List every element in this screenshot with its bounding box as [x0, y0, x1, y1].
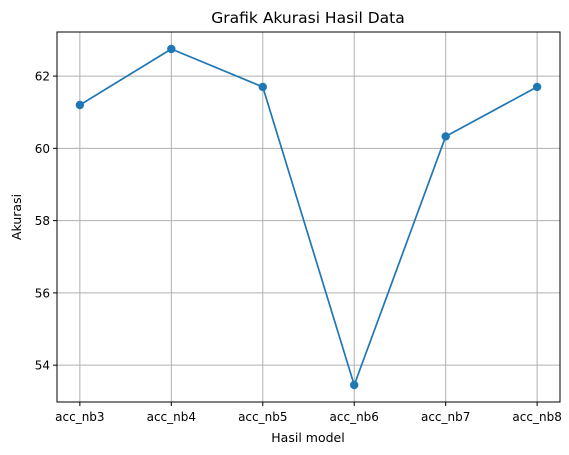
- data-point-acc_nb6: [350, 380, 359, 390]
- x-tick-label: acc_nb5: [238, 410, 287, 424]
- y-tick-label: 54: [35, 359, 50, 373]
- y-axis-label: Akurasi: [9, 194, 24, 240]
- x-axis-label: Hasil model: [271, 430, 344, 445]
- x-tick-label: acc_nb3: [55, 410, 104, 424]
- data-point-acc_nb5: [258, 82, 267, 92]
- plot-frame: [56, 31, 561, 403]
- data-point-acc_nb8: [532, 82, 542, 92]
- data-point-acc_nb4: [167, 44, 176, 54]
- x-tick-label: acc_nb6: [330, 410, 379, 424]
- data-point-acc_nb3: [75, 100, 85, 110]
- x-tick-label: acc_nb4: [147, 410, 196, 424]
- y-axis: 54 56 58 60 62: [35, 70, 57, 373]
- y-tick-label: 62: [35, 70, 50, 84]
- chart-title: Grafik Akurasi Hasil Data: [211, 9, 404, 27]
- series-layer: [75, 44, 542, 390]
- grid: [57, 32, 560, 402]
- data-point-acc_nb7: [441, 132, 450, 141]
- x-axis: acc_nb3 acc_nb4 acc_nb5 acc_nb6 acc_nb7 acc_n…: [55, 402, 562, 424]
- x-tick-label: acc_nb8: [512, 410, 561, 424]
- x-tick-label: acc_nb7: [421, 410, 470, 424]
- y-tick-label: 58: [35, 214, 50, 228]
- y-tick-label: 60: [35, 142, 50, 156]
- series-line: [79, 48, 538, 386]
- y-tick-label: 56: [35, 286, 50, 300]
